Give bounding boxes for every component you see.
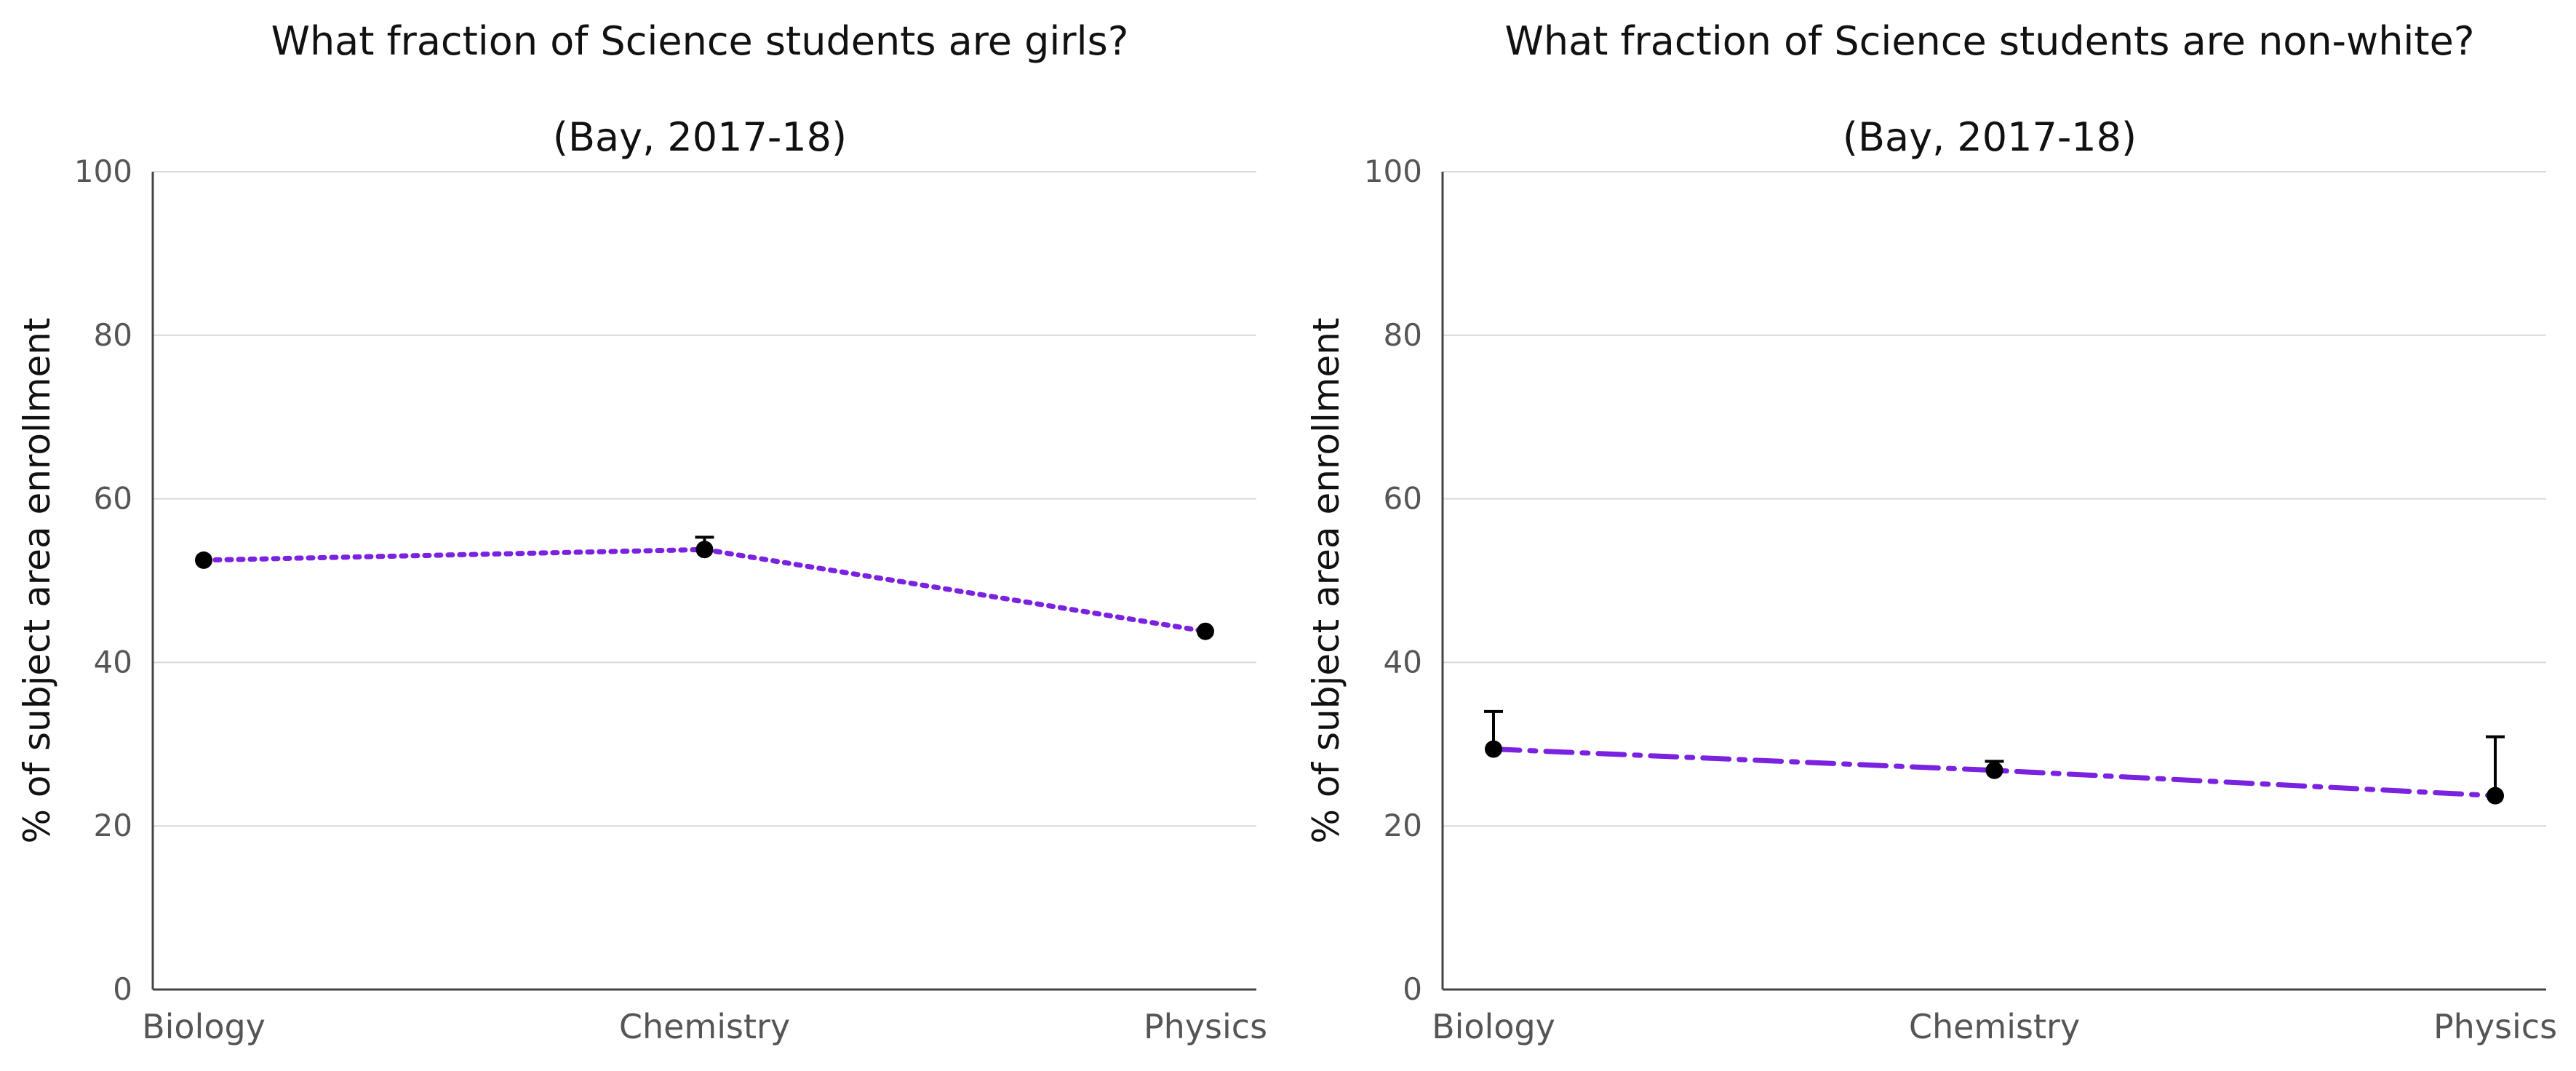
chart-non-white: What fraction of Science students are no… xyxy=(1305,18,2557,1046)
y-tick-label: 80 xyxy=(1384,317,1422,353)
chart-girls: What fraction of Science students are gi… xyxy=(16,18,1267,1046)
y-tick-label: 20 xyxy=(94,808,132,843)
y-tick-label: 0 xyxy=(1403,971,1422,1007)
x-tick-label: Chemistry xyxy=(619,1007,790,1046)
data-point xyxy=(1197,622,1214,640)
x-tick-label: Chemistry xyxy=(1909,1007,2080,1046)
y-tick-label: 100 xyxy=(1364,154,1422,189)
data-point xyxy=(1485,740,1502,758)
chart-title: What fraction of Science students are no… xyxy=(1505,18,2475,64)
chart-title: What fraction of Science students are gi… xyxy=(271,18,1129,64)
series-line xyxy=(1491,746,2498,799)
data-point xyxy=(195,551,212,569)
y-tick-label: 20 xyxy=(1384,808,1422,843)
x-tick-label: Biology xyxy=(142,1007,266,1046)
y-tick-label: 40 xyxy=(94,644,132,680)
y-tick-label: 0 xyxy=(113,971,132,1007)
data-point xyxy=(695,541,714,559)
data-point xyxy=(2487,787,2504,805)
x-tick-label: Biology xyxy=(1432,1007,1555,1046)
y-axis-label: % of subject area enrollment xyxy=(16,317,58,843)
chart-subtitle: (Bay, 2017-18) xyxy=(1843,114,2137,160)
y-tick-label: 80 xyxy=(94,317,132,353)
y-tick-label: 40 xyxy=(1384,644,1422,680)
series-line xyxy=(201,546,1208,634)
chart-subtitle: (Bay, 2017-18) xyxy=(553,114,847,160)
x-tick-label: Physics xyxy=(2433,1007,2557,1046)
y-axis-label: % of subject area enrollment xyxy=(1305,317,1347,843)
y-tick-label: 100 xyxy=(74,154,132,189)
y-tick-label: 60 xyxy=(1384,481,1422,517)
data-point xyxy=(1985,761,2003,779)
y-tick-label: 60 xyxy=(94,481,132,517)
x-tick-label: Physics xyxy=(1144,1007,1267,1046)
